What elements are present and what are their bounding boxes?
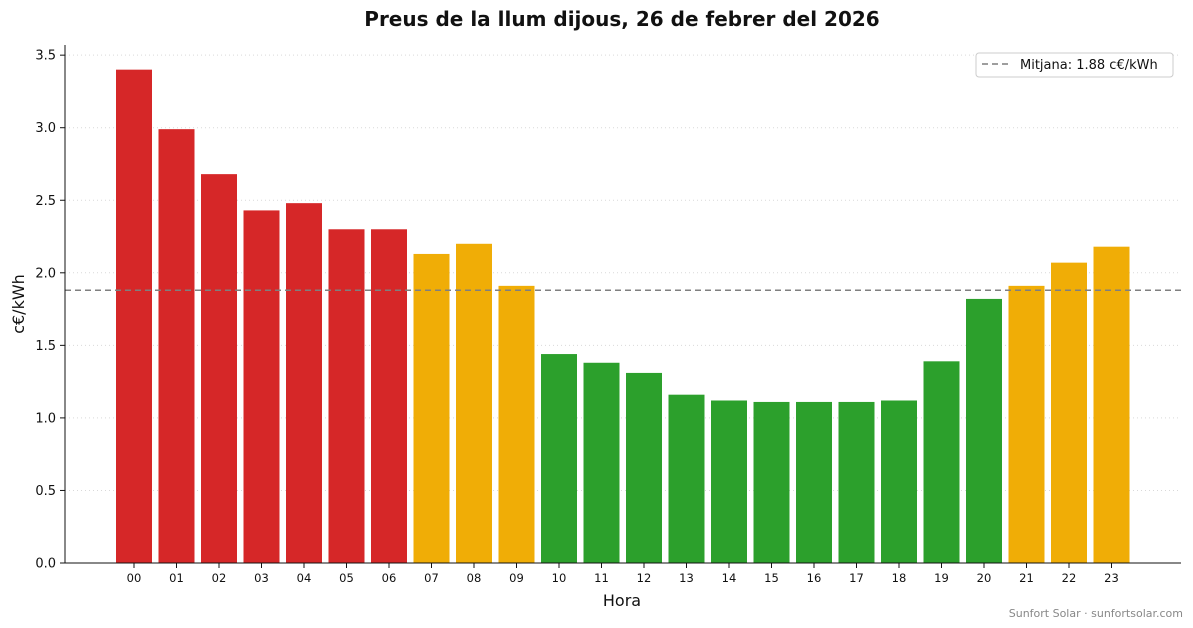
legend-box bbox=[975, 52, 1174, 78]
bar-hour-07 bbox=[413, 253, 450, 564]
x-tick-label: 22 bbox=[1062, 571, 1077, 585]
bar-hour-02 bbox=[201, 174, 237, 563]
x-tick-label: 17 bbox=[849, 571, 864, 585]
bar-hour-14 bbox=[711, 400, 747, 563]
bar-hour-16 bbox=[796, 401, 832, 563]
x-tick-label: 04 bbox=[297, 571, 312, 585]
y-tick-label: 3.0 bbox=[35, 121, 56, 136]
y-tick-label: 2.5 bbox=[35, 194, 56, 209]
bar-hour-08 bbox=[456, 243, 492, 564]
bar-hour-21 bbox=[1008, 285, 1045, 563]
x-tick-label: 23 bbox=[1104, 571, 1119, 585]
legend-mean-label: Mitjana: 1.88 c€/kWh bbox=[1020, 58, 1158, 73]
x-tick-label: 08 bbox=[467, 571, 482, 585]
x-tick-label: 09 bbox=[509, 571, 524, 585]
x-axis-label: Hora bbox=[603, 591, 641, 610]
x-tick-label: 00 bbox=[127, 571, 142, 585]
bar-hour-23 bbox=[1093, 246, 1130, 563]
y-tick-label: 0.5 bbox=[35, 484, 56, 499]
legend: Mitjana: 1.88 c€/kWh bbox=[975, 52, 1174, 78]
x-tick-label: 11 bbox=[594, 571, 609, 585]
y-ticks: 0.0 0.5 1.0 1.5 2.0 2.5 3.0 3.5 bbox=[35, 49, 65, 572]
bar-hour-15 bbox=[753, 401, 790, 563]
bar-hour-12 bbox=[626, 372, 662, 563]
axes bbox=[64, 45, 1181, 564]
x-tick-label: 05 bbox=[339, 571, 354, 585]
bar-hour-18 bbox=[881, 400, 917, 563]
y-axis-label: c€/kWh bbox=[9, 274, 28, 334]
bar-hour-17 bbox=[838, 401, 875, 563]
bar-hour-20 bbox=[966, 298, 1002, 563]
x-tick-label: 18 bbox=[892, 571, 907, 585]
x-tick-label: 12 bbox=[637, 571, 652, 585]
x-tick-label: 20 bbox=[977, 571, 992, 585]
y-tick-label: 2.0 bbox=[35, 266, 56, 281]
x-tick-label: 07 bbox=[424, 571, 439, 585]
x-tick-label: 21 bbox=[1019, 571, 1034, 585]
y-tick-label: 1.5 bbox=[35, 339, 56, 354]
bar-hour-10 bbox=[541, 354, 577, 563]
bar-hour-09 bbox=[498, 285, 535, 563]
bar-hour-13 bbox=[668, 394, 705, 563]
footer-credit: Sunfort Solar · sunfortsolar.com bbox=[1009, 607, 1183, 620]
x-tick-label: 06 bbox=[382, 571, 397, 585]
bar-hour-05 bbox=[328, 229, 365, 563]
y-tick-label: 3.5 bbox=[35, 49, 56, 64]
x-tick-label: 13 bbox=[679, 571, 694, 585]
bar-hour-00 bbox=[116, 69, 152, 564]
bar-hour-03 bbox=[243, 210, 280, 564]
x-tick-label: 10 bbox=[552, 571, 567, 585]
bar-hour-01 bbox=[158, 129, 195, 563]
chart-title: Preus de la llum dijous, 26 de febrer de… bbox=[364, 7, 879, 31]
y-tick-label: 0.0 bbox=[35, 557, 56, 572]
x-tick-label: 16 bbox=[807, 571, 822, 585]
x-tick-label: 03 bbox=[254, 571, 269, 585]
bar-hour-06 bbox=[371, 229, 407, 563]
bar-hour-22 bbox=[1051, 262, 1087, 563]
x-tick-label: 15 bbox=[764, 571, 779, 585]
bar-hour-11 bbox=[583, 362, 620, 563]
y-tick-label: 1.0 bbox=[35, 411, 56, 426]
x-tick-label: 02 bbox=[212, 571, 227, 585]
x-tick-label: 19 bbox=[934, 571, 949, 585]
x-ticks: 00 01 02 03 04 05 06 07 08 09 10 11 12 13 14 15 16 17 18 19… bbox=[127, 563, 1119, 585]
bar-hour-19 bbox=[923, 361, 960, 563]
bars bbox=[116, 69, 1130, 564]
x-tick-label: 01 bbox=[169, 571, 184, 585]
x-tick-label: 14 bbox=[722, 571, 737, 585]
bar-hour-04 bbox=[286, 203, 322, 563]
